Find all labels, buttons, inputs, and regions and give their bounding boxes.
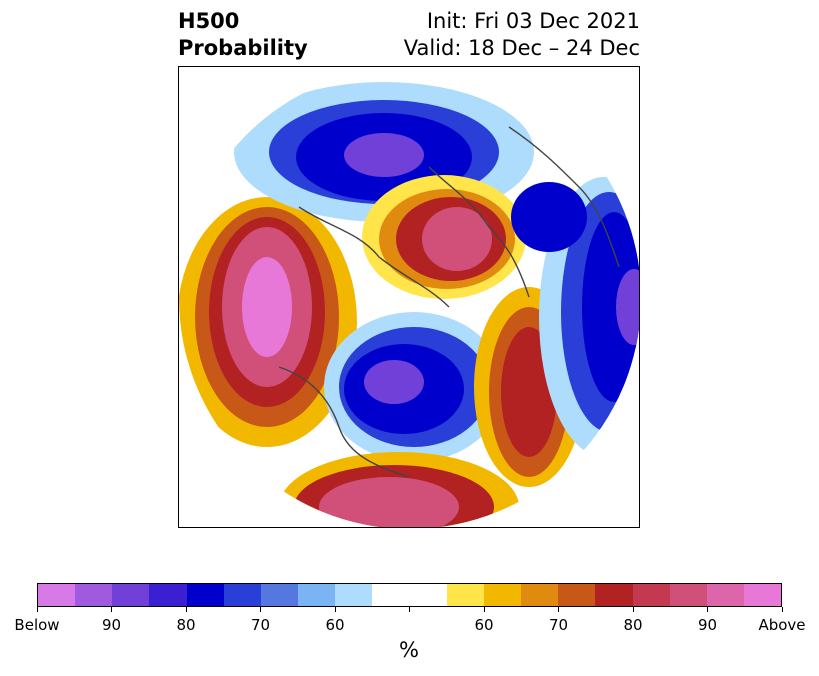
colorbar-segment <box>483 584 522 606</box>
probability-map <box>178 66 640 528</box>
valid-date-text: Valid: 18 Dec – 24 Dec <box>403 36 640 60</box>
colorbar-tick <box>632 607 634 612</box>
colorbar-tick-label: 90 <box>697 616 718 634</box>
colorbar-segment <box>75 584 113 606</box>
chart-title: H500 Probability <box>178 8 308 62</box>
colorbar-segment <box>112 584 150 606</box>
colorbar <box>37 583 782 607</box>
colorbar-tick <box>111 607 112 612</box>
coastlines <box>278 126 620 478</box>
colorbar-tick <box>185 607 187 612</box>
colorbar-tick <box>558 607 559 612</box>
colorbar-segment <box>446 584 484 606</box>
colorbar-segment <box>298 584 336 606</box>
colorbar-segment <box>669 584 707 606</box>
colorbar-segment <box>632 584 670 606</box>
colorbar-tick <box>707 607 708 612</box>
colorbar-segment <box>186 584 224 606</box>
colorbar-tick-label: 80 <box>623 616 643 634</box>
colorbar-tick <box>260 607 261 612</box>
title-line-probability: Probability <box>178 36 308 60</box>
colorbar-segment <box>558 584 596 606</box>
colorbar-tick-label: 80 <box>176 616 196 634</box>
colorbar-segment <box>223 584 261 606</box>
colorbar-segment <box>260 584 299 606</box>
anomaly-greenland <box>362 175 526 299</box>
colorbar-tick <box>781 607 783 612</box>
colorbar-tick-label: 90 <box>101 616 122 634</box>
colorbar-unit-label: % <box>399 638 419 662</box>
colorbar-tick-label: 70 <box>250 616 271 634</box>
colorbar-segment <box>409 584 447 606</box>
anomaly-field <box>179 67 639 527</box>
colorbar-tick-label: Below <box>14 616 60 634</box>
colorbar-segment <box>335 584 373 606</box>
init-date-text: Init: Fri 03 Dec 2021 <box>426 9 640 33</box>
colorbar-tick <box>36 607 38 612</box>
colorbar-segment <box>149 584 187 606</box>
colorbar-segment <box>595 584 633 606</box>
anomaly-bottom <box>279 452 519 527</box>
colorbar-tick <box>409 607 410 612</box>
colorbar-tick-label: Above <box>758 616 806 634</box>
colorbar-segment <box>706 584 744 606</box>
colorbar-tick <box>334 607 336 612</box>
colorbar-tick-label: 70 <box>548 616 569 634</box>
colorbar-segment <box>38 584 76 606</box>
date-info: Init: Fri 03 Dec 2021 Valid: 18 Dec – 24… <box>404 8 640 62</box>
map-canvas <box>179 67 639 527</box>
colorbar-tick <box>483 607 485 612</box>
colorbar-tick-label: 60 <box>325 616 345 634</box>
colorbar-segment <box>743 584 782 606</box>
colorbar-segment <box>521 584 559 606</box>
anomaly-canada <box>324 312 504 462</box>
colorbar-segment <box>372 584 410 606</box>
title-line-variable: H500 <box>178 9 240 33</box>
colorbar-tick-label: 60 <box>474 616 494 634</box>
